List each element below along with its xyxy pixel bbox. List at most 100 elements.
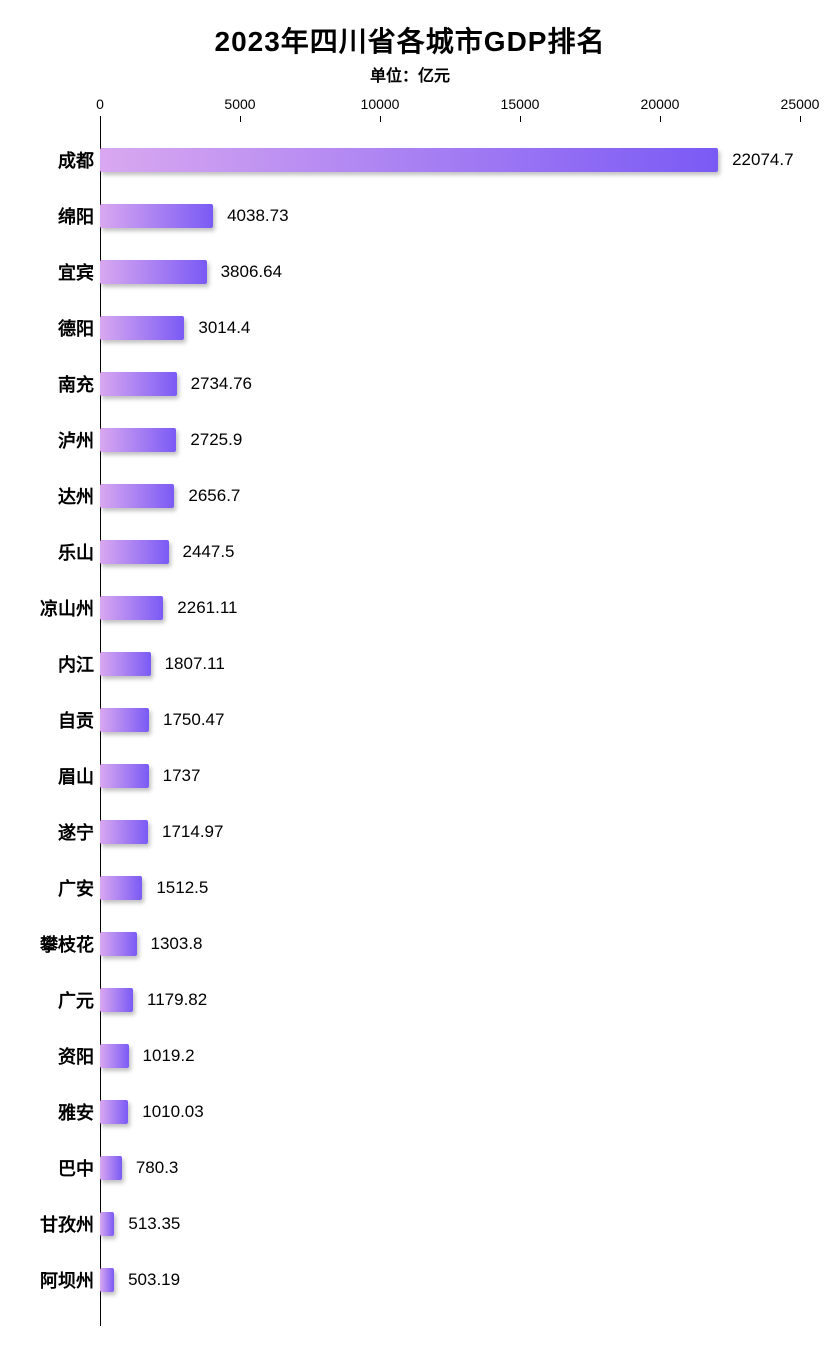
bar (100, 932, 137, 956)
bar-value-label: 2734.76 (191, 374, 252, 394)
y-category-label: 内江 (10, 651, 100, 677)
bar-value-label: 3014.4 (198, 318, 250, 338)
bar-row: 宜宾 3806.64 (10, 244, 810, 300)
bar-value-label: 1807.11 (165, 654, 225, 674)
bar (100, 1044, 129, 1068)
bar-track: 1010.03 (100, 1084, 810, 1140)
bar-value-label: 2725.9 (190, 430, 242, 450)
bar-value-label: 3806.64 (221, 262, 282, 282)
bar (100, 260, 207, 284)
x-axis: 0500010000150002000025000 (10, 96, 810, 126)
y-category-label: 自贡 (10, 707, 100, 733)
bar-row: 泸州2725.9 (10, 412, 810, 468)
y-category-label: 阿坝州 (10, 1267, 100, 1293)
bar-value-label: 22074.7 (732, 150, 793, 170)
bar-value-label: 1737 (163, 766, 201, 786)
bar-row: 甘孜州513.35 (10, 1196, 810, 1252)
bar-row: 乐山2447.5 (10, 524, 810, 580)
bar (100, 1268, 114, 1292)
bar-track: 1179.82 (100, 972, 810, 1028)
bar (100, 372, 177, 396)
bar (100, 316, 184, 340)
bar (100, 1212, 114, 1236)
bar-track: 513.35 (100, 1196, 810, 1252)
bar-row: 凉山州 2261.11 (10, 580, 810, 636)
chart-title: 2023年四川省各城市GDP排名 (10, 20, 810, 60)
y-category-label: 资阳 (10, 1043, 100, 1069)
bar-track: 4038.73 (100, 188, 810, 244)
bar-track: 2656.7 (100, 468, 810, 524)
bar-row: 眉山 1737 (10, 748, 810, 804)
bar-value-label: 1303.8 (151, 934, 203, 954)
y-category-label: 雅安 (10, 1099, 100, 1125)
bar-value-label: 2656.7 (188, 486, 240, 506)
bar-row: 成都 22074.7 (10, 132, 810, 188)
bar (100, 596, 163, 620)
x-tick-mark (800, 116, 801, 122)
bar-track: 1303.8 (100, 916, 810, 972)
bar-value-label: 2261.11 (177, 598, 237, 618)
bar (100, 148, 718, 172)
y-category-label: 绵阳 (10, 203, 100, 229)
bar (100, 876, 142, 900)
y-category-label: 宜宾 (10, 259, 100, 285)
bar-track: 780.3 (100, 1140, 810, 1196)
bar-row: 雅安 1010.03 (10, 1084, 810, 1140)
y-category-label: 巴中 (10, 1155, 100, 1181)
bar-track: 22074.7 (100, 132, 810, 188)
bar-row: 内江 1807.11 (10, 636, 810, 692)
chart-subtitle: 单位：亿元 (10, 62, 810, 86)
bar-row: 阿坝州 503.19 (10, 1252, 810, 1308)
x-tick-label: 15000 (501, 96, 540, 112)
bar-track: 3806.64 (100, 244, 810, 300)
x-tick-label: 5000 (224, 96, 255, 112)
bar (100, 820, 148, 844)
y-category-label: 凉山州 (10, 595, 100, 621)
x-tick-mark (380, 116, 381, 122)
y-category-label: 达州 (10, 483, 100, 509)
bar-track: 1019.2 (100, 1028, 810, 1084)
bar-row: 绵阳4038.73 (10, 188, 810, 244)
bar-value-label: 1019.2 (143, 1046, 195, 1066)
bar-track: 1807.11 (100, 636, 810, 692)
bar-row: 自贡1750.47 (10, 692, 810, 748)
bar-value-label: 1714.97 (162, 822, 223, 842)
x-tick-label: 20000 (641, 96, 680, 112)
bar-row: 达州 2656.7 (10, 468, 810, 524)
bar-track: 1737 (100, 748, 810, 804)
y-category-label: 广元 (10, 987, 100, 1013)
bar (100, 1100, 128, 1124)
bar-row: 巴中 780.3 (10, 1140, 810, 1196)
bar-track: 2725.9 (100, 412, 810, 468)
y-category-label: 乐山 (10, 539, 100, 565)
bar-value-label: 503.19 (128, 1270, 180, 1290)
bar-track: 1512.5 (100, 860, 810, 916)
gdp-bar-chart: 2023年四川省各城市GDP排名 单位：亿元 0 5000 10000 15000 20… (0, 0, 840, 1350)
bar (100, 652, 151, 676)
bar-row: 资阳 1019.2 (10, 1028, 810, 1084)
x-tick-label: 25000 (781, 96, 820, 112)
y-category-label: 成都 (10, 147, 100, 173)
y-category-label: 眉山 (10, 763, 100, 789)
bar-track: 2261.11 (100, 580, 810, 636)
bar-value-label: 1512.5 (156, 878, 208, 898)
y-category-label: 德阳 (10, 315, 100, 341)
bar-value-label: 1010.03 (142, 1102, 203, 1122)
bar-row: 遂宁1714.97 (10, 804, 810, 860)
y-category-label: 广安 (10, 875, 100, 901)
bar-value-label: 780.3 (136, 1158, 179, 1178)
bar-track: 2447.5 (100, 524, 810, 580)
y-category-label: 攀枝花 (10, 931, 100, 957)
bar-track: 3014.4 (100, 300, 810, 356)
bar (100, 1156, 122, 1180)
bar (100, 988, 133, 1012)
bar-row: 广安 1512.5 (10, 860, 810, 916)
bar-row: 广元1179.82 (10, 972, 810, 1028)
x-tick-label: 10000 (361, 96, 400, 112)
x-tick-label: 0 (96, 96, 104, 112)
bars-area: 成都22074.7绵阳4038.73宜宾3806.64德阳3014.4南充273… (10, 126, 810, 1326)
bar (100, 484, 174, 508)
bar (100, 764, 149, 788)
bar (100, 540, 169, 564)
bar-row: 南充2734.76 (10, 356, 810, 412)
